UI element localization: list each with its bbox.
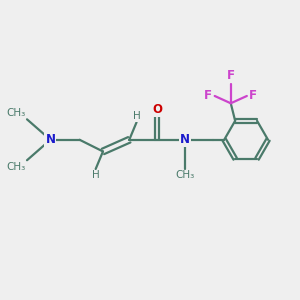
- Text: F: F: [227, 69, 235, 82]
- Text: F: F: [204, 89, 212, 103]
- Text: H: H: [133, 111, 140, 121]
- Text: CH₃: CH₃: [6, 108, 26, 118]
- Text: N: N: [180, 133, 190, 146]
- Text: CH₃: CH₃: [6, 162, 26, 172]
- Text: O: O: [152, 103, 162, 116]
- Text: F: F: [249, 89, 257, 103]
- Text: CH₃: CH₃: [175, 170, 194, 180]
- Text: H: H: [92, 170, 100, 180]
- Text: N: N: [45, 133, 56, 146]
